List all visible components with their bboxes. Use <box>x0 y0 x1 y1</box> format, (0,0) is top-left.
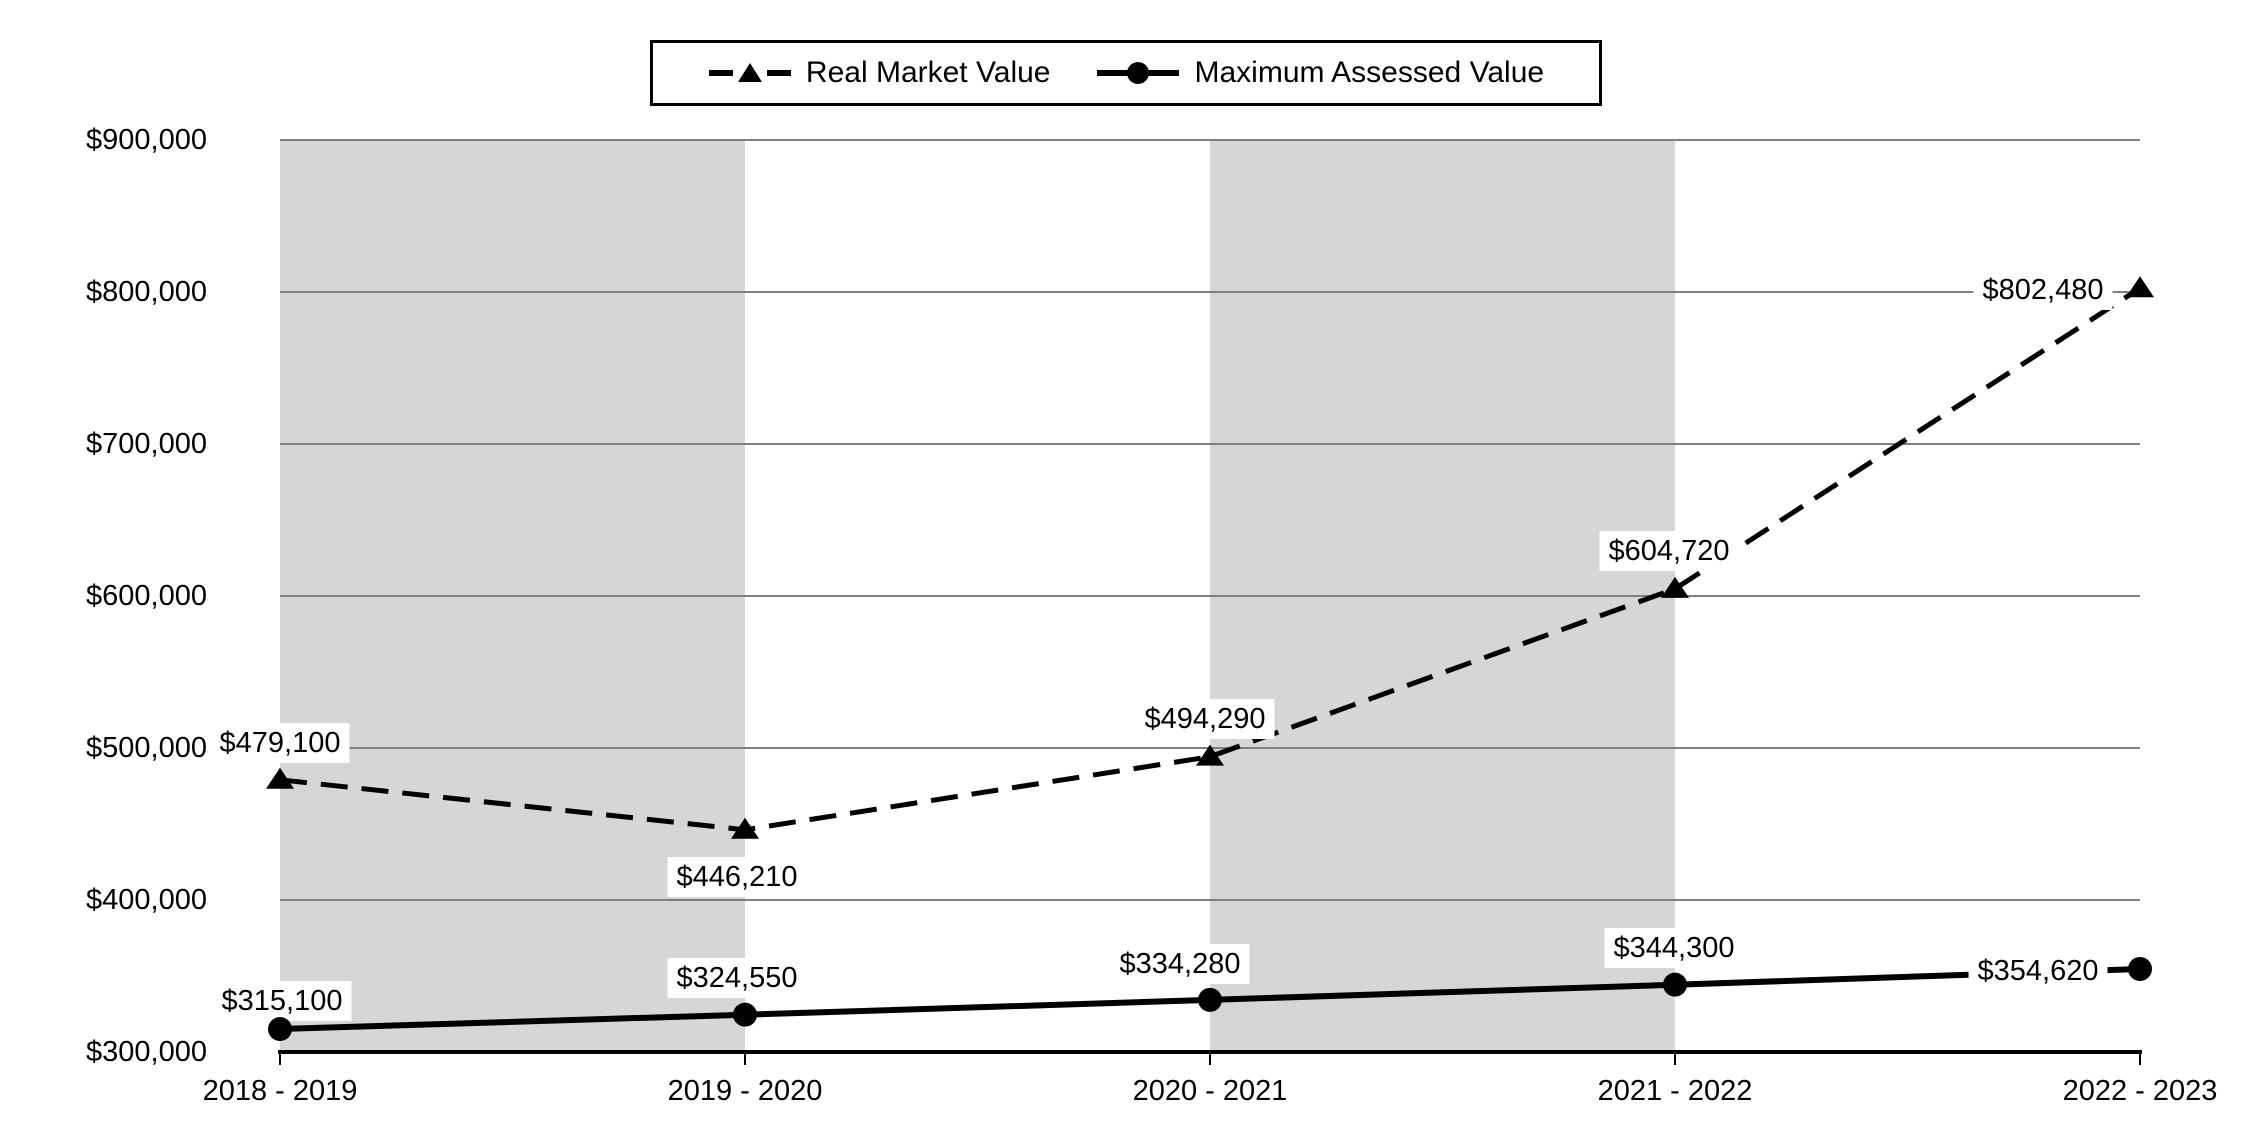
circle-marker <box>1198 987 1222 1012</box>
circle-marker <box>2128 956 2152 981</box>
legend: Real Market Value Maximum Assessed Value <box>650 40 1602 106</box>
circle-marker <box>1663 972 1687 997</box>
legend-label-maximum-assessed-value: Maximum Assessed Value <box>1194 56 1545 89</box>
circle-marker <box>268 1017 292 1042</box>
triangle-marker <box>1661 576 1689 598</box>
legend-label-real-market-value: Real Market Value <box>805 56 1051 89</box>
solid-line-circle-marker-icon <box>1097 62 1180 84</box>
series-line-real-market-value <box>279 286 2142 833</box>
triangle-marker <box>266 767 294 789</box>
legend-item-maximum-assessed-value: Maximum Assessed Value <box>1096 56 1544 90</box>
dashed-line-triangle-marker-icon <box>708 63 791 82</box>
triangle-marker <box>731 817 759 839</box>
triangle-marker <box>1196 744 1224 766</box>
legend-item-real-market-value: Real Market Value <box>708 56 1051 90</box>
circle-marker <box>733 1002 757 1027</box>
triangle-marker <box>2126 276 2154 298</box>
